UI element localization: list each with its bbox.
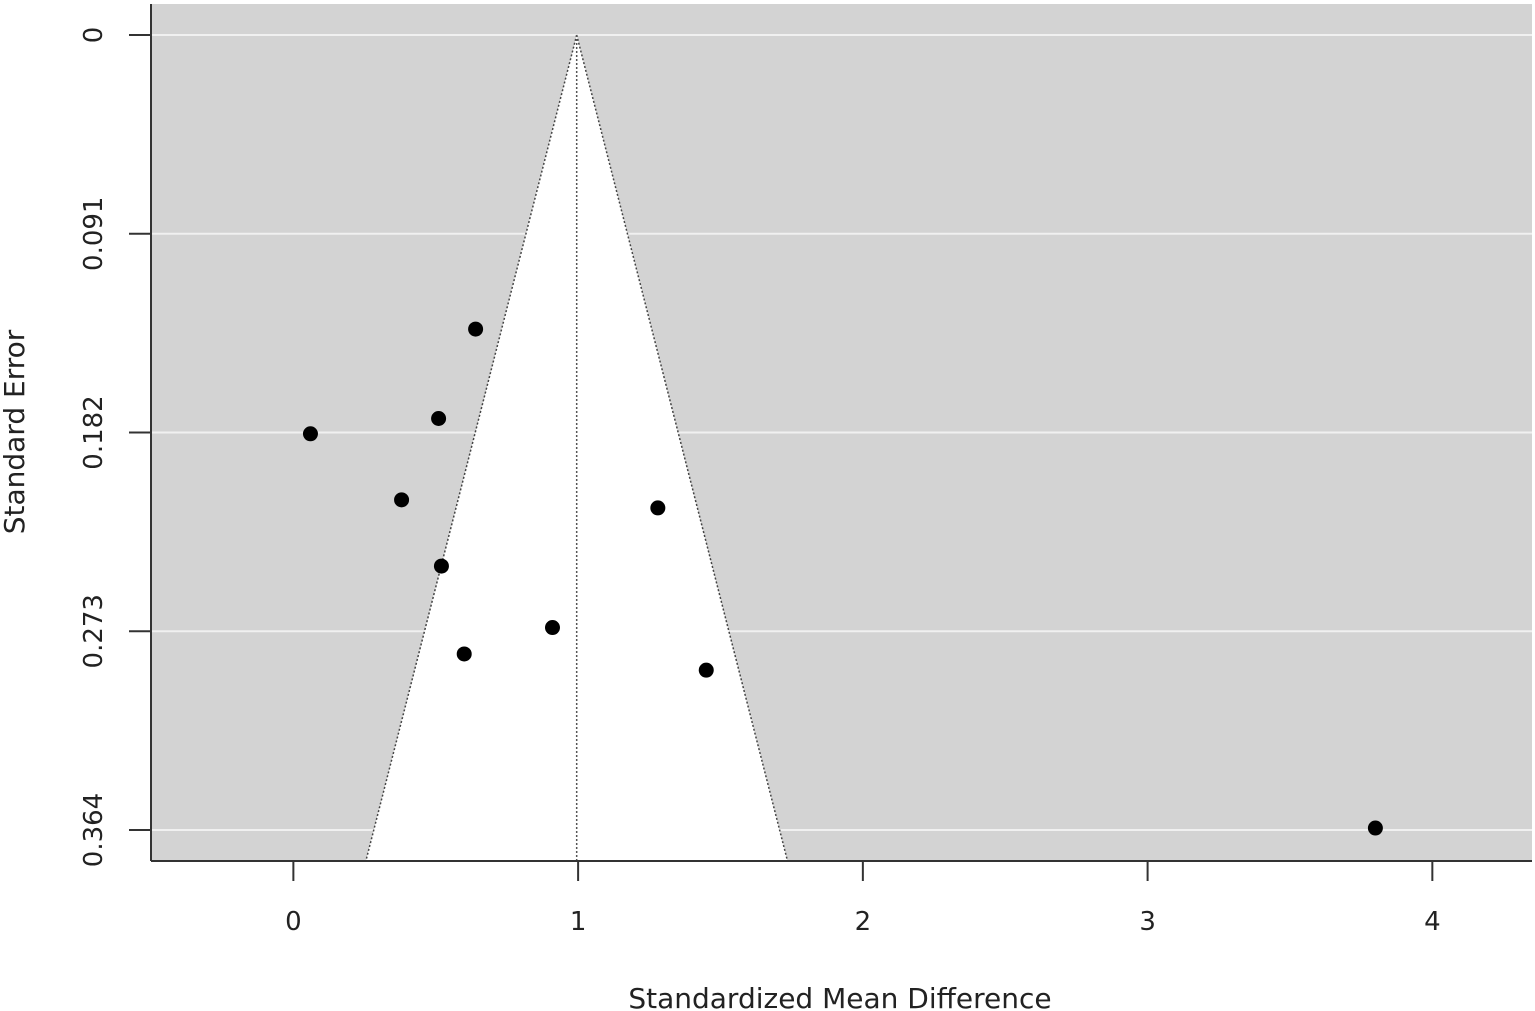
study-point-10 (1367, 820, 1383, 836)
x-tick-label-1: 1 (570, 907, 587, 937)
x-tick-label-3: 3 (1139, 907, 1156, 937)
y-tick-label-1: 0.091 (79, 197, 109, 271)
study-point-1 (468, 321, 484, 337)
study-point-8 (456, 646, 472, 662)
study-point-6 (433, 558, 449, 574)
study-point-7 (544, 620, 560, 636)
study-points (302, 321, 1383, 836)
x-tick-label-0: 0 (285, 907, 302, 937)
study-point-2 (431, 411, 447, 427)
study-point-4 (394, 492, 410, 508)
x-axis-title: Standardized Mean Difference (628, 982, 1051, 1011)
gridlines (151, 34, 1532, 831)
y-tick-label-3: 0.273 (79, 594, 109, 668)
y-axis-title: Standard Error (0, 329, 31, 534)
study-point-5 (650, 500, 666, 516)
y-tick-label-0: 0 (79, 27, 109, 44)
study-point-9 (698, 662, 714, 678)
x-tick-label-2: 2 (855, 907, 872, 937)
study-point-3 (302, 426, 318, 442)
y-tick-label-2: 0.182 (79, 395, 109, 469)
y-tick-label-4: 0.364 (79, 793, 109, 867)
x-tick-label-4: 4 (1424, 907, 1441, 937)
axes: 0 0.091 0.182 0.273 0.364 0 1 2 3 4 (79, 4, 1532, 937)
